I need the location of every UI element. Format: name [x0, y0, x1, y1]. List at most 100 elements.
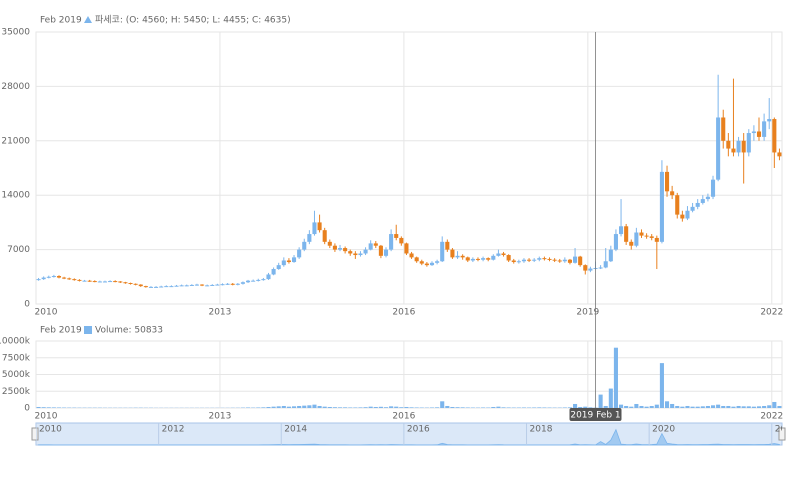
candle-body [481, 258, 486, 260]
candle-body [302, 241, 307, 250]
volume-bar [343, 407, 348, 408]
volume-bar [465, 407, 470, 408]
volume-bar [348, 407, 353, 408]
candle-body [235, 283, 240, 285]
volume-bar [271, 406, 276, 408]
candle-body [777, 152, 782, 157]
navigator-area [38, 428, 780, 446]
volume-bar [36, 406, 41, 408]
volume-bar [521, 407, 527, 408]
candle-body [41, 277, 46, 280]
candle-body [113, 281, 118, 283]
y-tick-label: 14000 [1, 191, 30, 201]
candle-body [337, 248, 343, 250]
volume-bar [399, 407, 404, 408]
candle-body [215, 284, 220, 286]
candle-body [445, 241, 450, 250]
candle-body [542, 258, 547, 260]
navigator-tick-label: 2022 [775, 425, 798, 435]
volume-bar [721, 405, 726, 408]
candle-body [710, 179, 716, 197]
volume-bar [46, 407, 51, 408]
candle-body [521, 259, 527, 262]
candle-body [343, 248, 348, 252]
candle-body [527, 259, 532, 261]
candle-body [619, 226, 624, 235]
candle-body [767, 119, 772, 122]
volume-bar [685, 405, 690, 408]
candle-body [573, 256, 578, 263]
candle-body [394, 234, 399, 238]
candle-body [409, 253, 414, 258]
candle-body [460, 255, 465, 258]
y-tick-label: 10000k [0, 337, 31, 347]
navigator-handle-left[interactable] [31, 427, 39, 441]
candle-body [404, 243, 409, 254]
volume-bar [731, 406, 736, 408]
candle-body [291, 257, 297, 263]
volume-bar [383, 407, 389, 408]
candle-body [440, 241, 445, 262]
candle-body [92, 281, 97, 283]
candle-body [368, 243, 373, 250]
volume-bar [440, 401, 445, 408]
volume-bar [705, 405, 710, 408]
y-tick-label: 0 [24, 300, 30, 310]
volume-bar [700, 406, 705, 408]
navigator-tick-label: 2016 [407, 425, 430, 435]
candle-body [685, 210, 690, 219]
candle-body [547, 258, 552, 260]
candle-body [281, 260, 286, 266]
candle-body [537, 258, 542, 260]
navigator-tick-label: 2018 [530, 425, 553, 435]
navigator-tick-label: 2012 [162, 425, 185, 435]
volume-bar [751, 406, 756, 408]
volume-bar [363, 407, 368, 408]
volume-bar [317, 405, 322, 408]
volume-bar [327, 406, 332, 408]
candle-body [159, 286, 164, 288]
volume-bar [435, 407, 440, 408]
candle-body [772, 119, 777, 153]
volume-bar [297, 405, 302, 408]
candle-body [363, 249, 368, 254]
candle-body [373, 243, 378, 246]
navigator-handle-right[interactable] [778, 427, 786, 441]
candle-body [455, 255, 460, 258]
legend-marker [84, 326, 92, 334]
candle-body [465, 257, 470, 261]
volume-bar [710, 405, 716, 408]
candle-body [210, 284, 215, 286]
candle-body [240, 282, 245, 284]
volume-bar [41, 407, 46, 408]
volume-bar [608, 388, 613, 408]
volume-bar [542, 407, 547, 408]
candle-body [332, 245, 337, 250]
candle-body [276, 265, 281, 270]
candle-body [128, 283, 133, 285]
x-tick-label: 2010 [35, 308, 58, 318]
x-tick-label: 2013 [208, 412, 231, 422]
volume-bar [562, 407, 567, 408]
x-tick-label: 2013 [208, 308, 231, 318]
x-tick-label: 2016 [392, 412, 415, 422]
candle-body [286, 260, 291, 263]
volume-bar [332, 407, 337, 408]
candle-body [148, 286, 154, 288]
candle-body [82, 280, 87, 282]
candle-body [762, 121, 767, 137]
volume-bar [583, 406, 588, 408]
candle-body [383, 249, 389, 256]
volume-bar [726, 405, 731, 408]
volume-bar [389, 406, 394, 408]
candle-body [56, 276, 62, 278]
volume-bar [429, 407, 435, 408]
candle-body [189, 284, 194, 286]
volume-bar [634, 403, 639, 408]
candle-body [470, 258, 475, 261]
candle-body [102, 281, 108, 283]
volume-bar [644, 406, 649, 408]
candle-body [414, 257, 419, 262]
candle-body [97, 281, 102, 283]
volume-bar [506, 407, 511, 408]
